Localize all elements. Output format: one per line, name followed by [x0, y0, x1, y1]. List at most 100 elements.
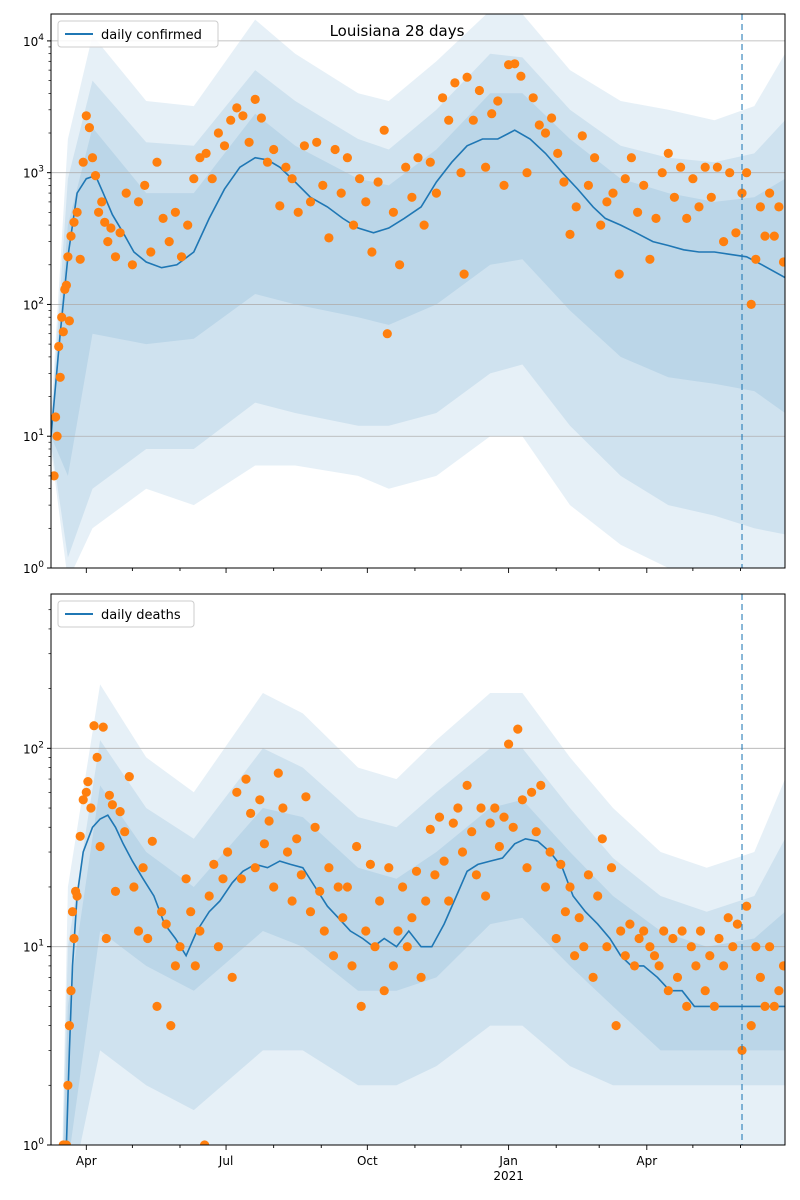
data-point	[774, 986, 784, 996]
y-tick-label: 104	[23, 33, 44, 49]
data-point	[425, 824, 435, 835]
data-point	[223, 847, 233, 857]
data-point	[626, 153, 637, 163]
data-point	[347, 961, 357, 971]
data-point	[682, 213, 692, 223]
data-point	[416, 972, 426, 983]
data-point	[227, 972, 237, 983]
data-point	[765, 942, 775, 952]
data-point	[522, 168, 532, 178]
y-tick-base: 10	[23, 167, 38, 181]
confidence-band-0	[62, 684, 785, 1145]
data-point	[540, 882, 551, 892]
legend-box	[57, 600, 195, 628]
data-point	[312, 137, 322, 147]
data-point	[356, 1001, 366, 1012]
data-point	[493, 96, 503, 106]
data-point	[407, 192, 417, 202]
data-point	[657, 168, 667, 178]
x-tick-label: Apr	[76, 1154, 97, 1168]
data-point	[731, 228, 741, 238]
data-point	[110, 252, 121, 262]
data-point	[471, 870, 481, 880]
data-point	[751, 254, 761, 264]
data-point	[89, 721, 99, 731]
y-tick-base: 10	[23, 35, 38, 49]
data-point	[517, 795, 528, 805]
data-point	[241, 774, 251, 784]
data-point	[457, 847, 468, 857]
data-point	[560, 907, 571, 917]
data-point	[250, 94, 260, 104]
data-point	[597, 834, 607, 844]
data-point	[51, 471, 59, 481]
data-point	[596, 220, 606, 230]
confidence-band-2	[51, 93, 785, 476]
data-point	[654, 961, 664, 971]
data-point	[395, 260, 405, 270]
data-point	[342, 882, 352, 892]
data-point	[84, 123, 94, 133]
data-point	[361, 926, 371, 936]
data-point	[106, 223, 116, 233]
data-point	[324, 863, 334, 873]
data-point	[107, 800, 117, 810]
y-tick-exponent: 4	[38, 33, 44, 43]
data-point	[459, 269, 469, 279]
data-point	[64, 316, 74, 326]
data-point	[259, 839, 269, 849]
data-point	[127, 260, 137, 270]
data-point	[695, 926, 706, 936]
data-point	[310, 822, 320, 832]
data-point	[431, 188, 441, 198]
data-point	[207, 174, 217, 184]
data-point	[574, 913, 584, 923]
data-point	[226, 115, 236, 125]
data-point	[669, 192, 680, 202]
data-point	[534, 120, 544, 130]
data-point	[361, 197, 371, 207]
data-point	[606, 863, 617, 873]
data-point	[146, 247, 156, 257]
x-year-label: 2021	[493, 1169, 524, 1183]
data-point	[755, 202, 766, 212]
data-point	[305, 907, 316, 917]
data-point	[760, 231, 770, 241]
data-point	[474, 85, 484, 96]
data-point	[87, 153, 98, 163]
data-point	[204, 891, 214, 901]
data-point	[255, 795, 265, 805]
data-point	[388, 961, 398, 971]
data-point	[556, 859, 566, 870]
data-point	[778, 257, 785, 267]
y-tick-base: 10	[23, 298, 38, 312]
data-point	[510, 59, 520, 69]
data-point	[545, 847, 555, 857]
data-point	[778, 961, 785, 971]
data-point	[577, 131, 587, 141]
data-point	[663, 148, 673, 158]
data-point	[444, 115, 454, 125]
data-point	[737, 188, 747, 198]
data-point	[494, 841, 504, 852]
data-point	[676, 162, 686, 172]
data-point	[579, 942, 589, 952]
plot-area	[51, 594, 785, 1145]
data-point	[262, 157, 273, 167]
data-point	[86, 803, 96, 813]
data-point	[121, 188, 131, 198]
data-point	[273, 768, 283, 778]
data-point	[51, 412, 61, 422]
data-point	[83, 777, 93, 787]
y-tick-label: 103	[23, 165, 44, 181]
data-point	[213, 128, 223, 138]
data-point	[728, 942, 738, 952]
data-point	[504, 739, 514, 749]
data-point	[236, 874, 246, 884]
data-point	[536, 780, 546, 791]
data-point	[209, 859, 219, 870]
data-point	[614, 269, 624, 279]
data-point	[462, 72, 472, 82]
legend: daily deaths	[57, 600, 195, 628]
y-tick-label: 102	[23, 740, 44, 756]
